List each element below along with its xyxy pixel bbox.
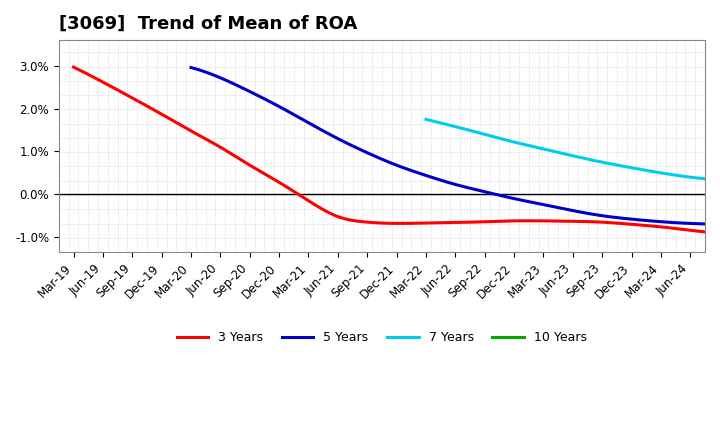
3 Years [594,219,603,224]
5 Years [654,219,662,224]
Legend: 3 Years, 5 Years, 7 Years, 10 Years: 3 Years, 5 Years, 7 Years, 10 Years [172,326,592,349]
7 Years [422,117,431,122]
5 Years [639,218,647,223]
3 Years [608,220,617,225]
5 Years [186,65,195,70]
Line: 3 Years: 3 Years [73,67,720,238]
3 Years [591,219,600,224]
5 Years [189,66,198,71]
3 Years [72,66,81,71]
3 Years [69,64,78,70]
5 Years [642,218,650,223]
Text: [3069]  Trend of Mean of ROA: [3069] Trend of Mean of ROA [59,15,357,33]
7 Years [423,117,432,122]
Line: 5 Years: 5 Years [191,67,720,225]
Line: 7 Years: 7 Years [426,119,720,183]
